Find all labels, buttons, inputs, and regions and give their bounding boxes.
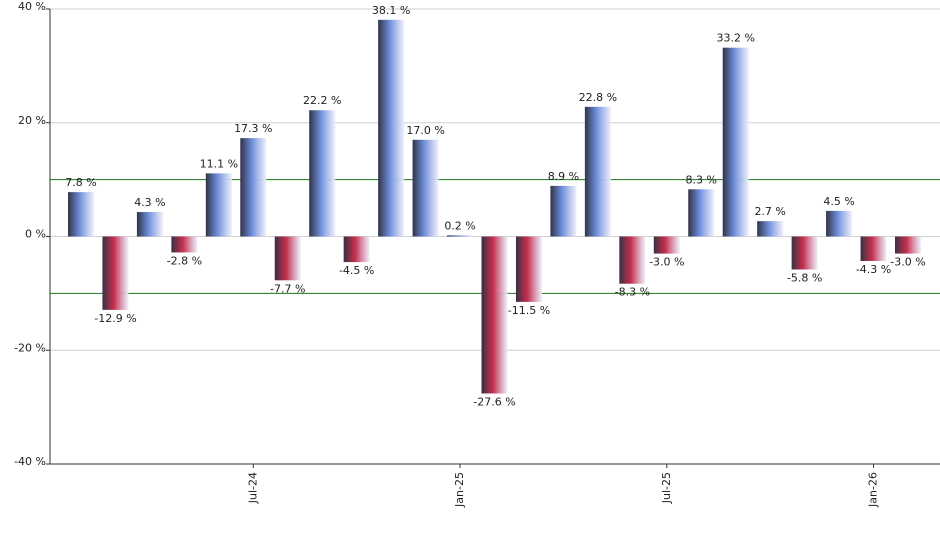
bar [171,236,198,253]
value-label: 17.0 % [406,124,444,137]
bar [343,236,370,263]
bar [378,19,405,237]
bar [136,212,163,237]
value-label: 8.9 % [548,170,579,183]
bar [688,189,715,237]
bar [653,236,680,254]
bar [791,236,818,270]
value-label: -5.8 % [787,271,822,284]
value-label: -27.6 % [473,395,515,408]
value-label: 0.2 % [444,219,475,232]
bar [895,236,921,254]
x-tick-label: Jul-25 [660,472,673,504]
bar [240,138,267,237]
bar [102,236,129,310]
bar [826,210,853,237]
value-label: -11.5 % [508,304,550,317]
bar [481,236,508,394]
y-tick-label: 0 % [25,228,46,241]
x-tick-label: Jan-25 [453,472,466,508]
value-label: 17.3 % [234,122,272,135]
value-label: 22.8 % [579,91,617,104]
bar [447,235,474,237]
value-label: 7.8 % [65,176,96,189]
value-label: 22.2 % [303,94,341,107]
value-label: 4.5 % [823,195,854,208]
bar [205,173,232,237]
value-label: -7.7 % [270,282,305,295]
value-label: 38.1 % [372,4,410,17]
value-label: 8.3 % [686,173,717,186]
bar [68,192,94,237]
bar [515,236,542,302]
bar [619,236,646,284]
bar [274,236,301,281]
bar [309,110,336,237]
value-label: 33.2 % [716,32,754,45]
x-tick-label: Jul-24 [246,472,259,504]
value-label: 4.3 % [134,196,165,209]
bar [412,139,439,237]
x-tick-label: Jan-26 [867,472,880,508]
value-label: -3.0 % [890,256,925,269]
bar [860,236,887,261]
bar [550,185,577,237]
bar [757,221,784,237]
value-label: 11.1 % [200,157,238,170]
y-tick-label: 20 % [18,114,46,127]
value-label: -8.3 % [615,286,650,299]
bar [722,47,749,237]
value-label: -12.9 % [94,312,136,325]
value-label: -4.5 % [339,264,374,277]
y-tick-label: 40 % [18,0,46,13]
value-label: -3.0 % [649,256,684,269]
value-label: -2.8 % [167,254,202,267]
bar [584,106,611,237]
value-label: 2.7 % [754,205,785,218]
value-label: -4.3 % [856,263,891,276]
y-tick-label: -40 % [14,455,46,468]
y-tick-label: -20 % [14,341,46,354]
